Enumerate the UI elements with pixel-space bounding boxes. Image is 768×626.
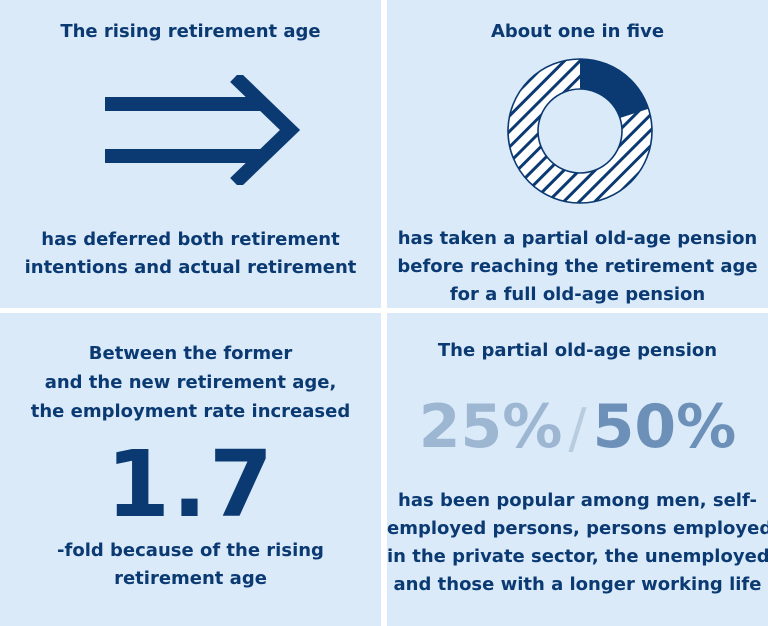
- percentage-comparison: 25%/50%: [387, 389, 768, 467]
- panel-partial-pension: The partial old-age pension 25%/50% has …: [387, 313, 768, 626]
- panel-rising-retirement-age: The rising retirement age has deferred b…: [0, 0, 381, 308]
- body-line: has taken a partial old-age pension: [397, 228, 758, 249]
- body-line: has deferred both retirement: [41, 229, 340, 250]
- title-line: Between the former: [88, 343, 293, 364]
- body-line: -fold because of the rising: [57, 540, 324, 561]
- panel-title: Between the former and the new retiremen…: [0, 339, 381, 426]
- right-arrow-icon: [105, 75, 300, 185]
- panel-one-in-five: About one in five has taken a partial ol…: [387, 0, 768, 308]
- donut-slice: [580, 59, 649, 119]
- title-line: the employment rate increased: [30, 401, 351, 422]
- body-line: employed persons, persons employed: [387, 518, 768, 539]
- body-line: in the private sector, the unemployed: [387, 546, 768, 567]
- body-line: intentions and actual retirement: [24, 257, 357, 278]
- body-line: retirement age: [114, 568, 267, 589]
- panel-title: About one in five: [490, 21, 665, 42]
- body-line: has been popular among men, self-: [398, 490, 757, 511]
- body-line: and those with a longer working life: [393, 574, 762, 595]
- title-line: and the new retirement age,: [44, 372, 337, 393]
- panel-title: The partial old-age pension: [437, 340, 718, 361]
- panel-body: has been popular among men, self- employ…: [387, 487, 768, 599]
- percentage-right: 50%: [592, 392, 737, 462]
- body-line: before reaching the retirement age: [397, 256, 758, 277]
- employment-multiplier: 1.7: [106, 431, 275, 538]
- body-line: for a full old-age pension: [449, 284, 706, 305]
- panel-title: The rising retirement age: [60, 21, 321, 42]
- panel-body: has taken a partial old-age pension befo…: [387, 225, 768, 309]
- panel-body: has deferred both retirement intentions …: [0, 226, 381, 282]
- percentage-separator: /: [568, 397, 587, 460]
- panel-employment-rate: Between the former and the new retiremen…: [0, 313, 381, 626]
- percentage-left: 25%: [418, 392, 563, 462]
- panel-body: -fold because of the rising retirement a…: [0, 537, 381, 593]
- donut-chart-icon: [507, 58, 653, 204]
